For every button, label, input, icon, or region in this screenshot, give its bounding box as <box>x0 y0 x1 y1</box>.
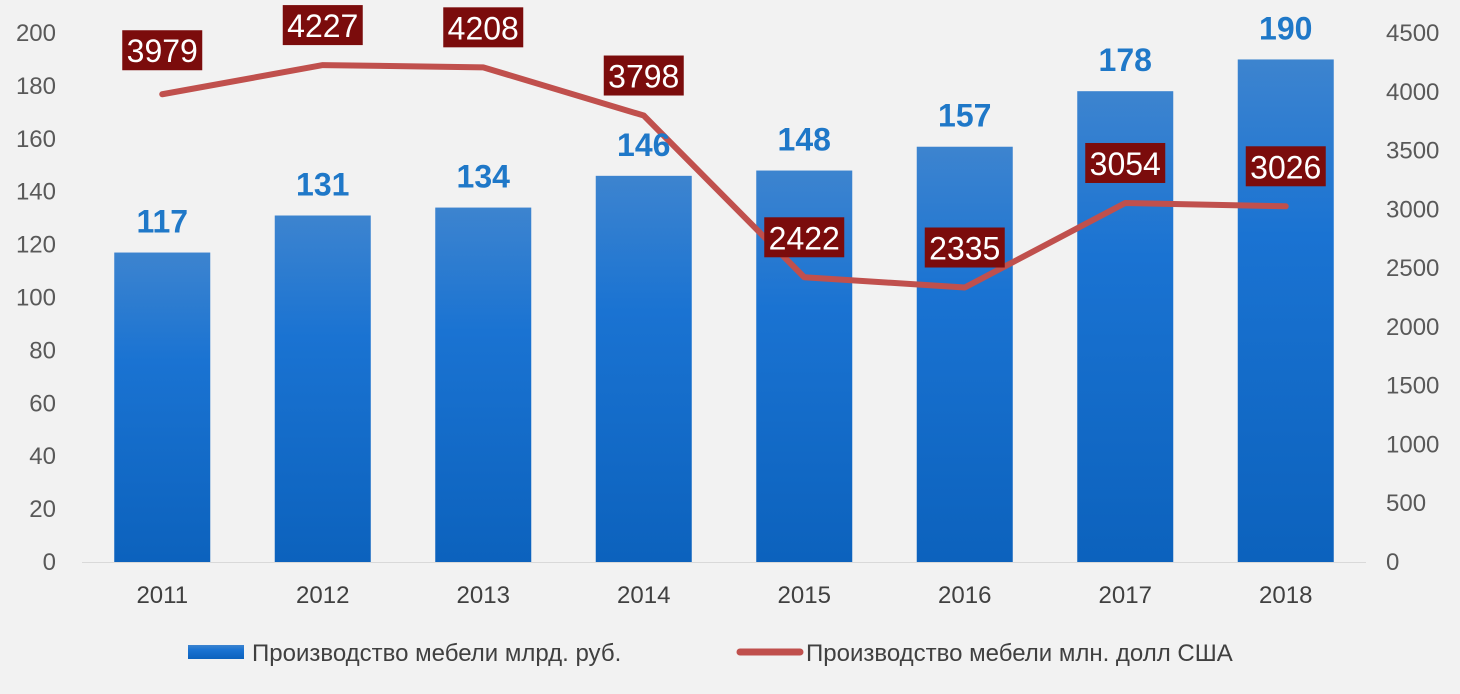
left-axis-tick-label: 60 <box>29 390 56 417</box>
legend-bar-swatch <box>188 645 244 659</box>
line-data-label: 3054 <box>1090 146 1161 182</box>
legend: Производство мебели млрд. руб. Производс… <box>188 640 1233 667</box>
bar-data-label: 148 <box>778 122 831 158</box>
bar-data-label: 146 <box>617 127 670 163</box>
line-data-label: 4208 <box>448 10 519 46</box>
line-point-2015 <box>803 276 806 279</box>
line-data-label: 3798 <box>608 59 679 95</box>
left-axis-tick-label: 100 <box>16 285 56 312</box>
line-data-label: 3979 <box>127 33 198 69</box>
legend-line-label: Производство мебели млн. долл США <box>806 640 1233 667</box>
left-axis: 0 20 40 60 80 100 120 140 160 180 200 <box>16 20 1366 576</box>
left-axis-tick-label: 200 <box>16 20 56 47</box>
bar-2016 <box>916 146 1013 563</box>
bar-data-labels: 117 131 134 146 148 157 178 190 <box>136 10 1312 239</box>
line-data-label: 4227 <box>287 8 358 44</box>
right-axis-tick-label: 2000 <box>1386 314 1439 341</box>
line-data-label-box <box>603 55 684 96</box>
line-data-label-box <box>443 7 524 48</box>
left-axis-tick-label: 120 <box>16 232 56 259</box>
line-point-2013 <box>482 66 485 69</box>
line-data-label: 3026 <box>1250 149 1321 185</box>
left-axis-tick-label: 160 <box>16 126 56 153</box>
right-axis-tick-label: 3500 <box>1386 138 1439 165</box>
category-label: 2014 <box>617 582 670 609</box>
line-point-2014 <box>642 114 645 117</box>
line-point-2011 <box>161 93 164 96</box>
category-label: 2016 <box>938 582 991 609</box>
line-data-label-box <box>924 227 1005 268</box>
category-label: 2015 <box>778 582 831 609</box>
legend-bar-label: Производство мебели млрд. руб. <box>252 640 621 667</box>
right-axis-tick-label: 500 <box>1386 490 1426 517</box>
line-data-label: 2422 <box>769 220 840 256</box>
left-axis-tick-label: 140 <box>16 179 56 206</box>
line-series <box>159 62 1289 291</box>
line-point-2018 <box>1284 205 1287 208</box>
bar-data-label: 178 <box>1099 42 1152 78</box>
bar-2013 <box>435 207 532 562</box>
bar-data-label: 131 <box>296 167 349 203</box>
right-axis-tick-label: 3000 <box>1386 196 1439 223</box>
line-data-label: 2335 <box>929 231 1000 267</box>
bar-data-label: 190 <box>1259 10 1312 46</box>
line-data-label-box <box>764 217 845 258</box>
bar-2012 <box>274 215 371 562</box>
category-label: 2013 <box>457 582 510 609</box>
line-point-2016 <box>963 286 966 289</box>
category-label: 2018 <box>1259 582 1312 609</box>
line-data-label-box <box>1085 142 1166 183</box>
right-axis-tick-label: 0 <box>1386 549 1399 576</box>
bar-2014 <box>595 175 692 562</box>
line-data-label-box <box>282 5 363 46</box>
right-axis-tick-label: 1500 <box>1386 373 1439 400</box>
category-label: 2012 <box>296 582 349 609</box>
line-data-label-box <box>122 30 203 71</box>
right-axis-tick-label: 4500 <box>1386 20 1439 47</box>
category-axis: 2011 2012 2013 2014 2015 2016 2017 2018 <box>136 582 1312 609</box>
line-data-label-box <box>1245 146 1326 187</box>
right-axis-tick-label: 4000 <box>1386 79 1439 106</box>
line-point-2017 <box>1124 201 1127 204</box>
bar-2011 <box>114 252 211 562</box>
left-axis-tick-label: 180 <box>16 73 56 100</box>
category-label: 2017 <box>1099 582 1152 609</box>
right-axis-tick-label: 1000 <box>1386 431 1439 458</box>
left-axis-tick-label: 0 <box>43 549 56 576</box>
right-axis: 0 500 1000 1500 2000 2500 3000 3500 4000 4500 <box>1386 20 1439 576</box>
line-data-labels: 3979 4227 4208 3798 2422 2335 3054 3026 <box>122 5 1326 268</box>
bar-2018 <box>1237 59 1334 562</box>
left-axis-tick-label: 20 <box>29 496 56 523</box>
line-path <box>159 62 1289 291</box>
left-axis-tick-label: 80 <box>29 337 56 364</box>
line-point-2012 <box>321 64 324 67</box>
bar-data-label: 157 <box>938 98 991 134</box>
bar-data-label: 134 <box>457 159 511 195</box>
right-axis-tick-label: 2500 <box>1386 255 1439 282</box>
bar-data-label: 117 <box>136 204 188 240</box>
category-label: 2011 <box>136 582 188 609</box>
bar-series <box>114 59 1334 563</box>
left-axis-tick-label: 40 <box>29 443 56 470</box>
